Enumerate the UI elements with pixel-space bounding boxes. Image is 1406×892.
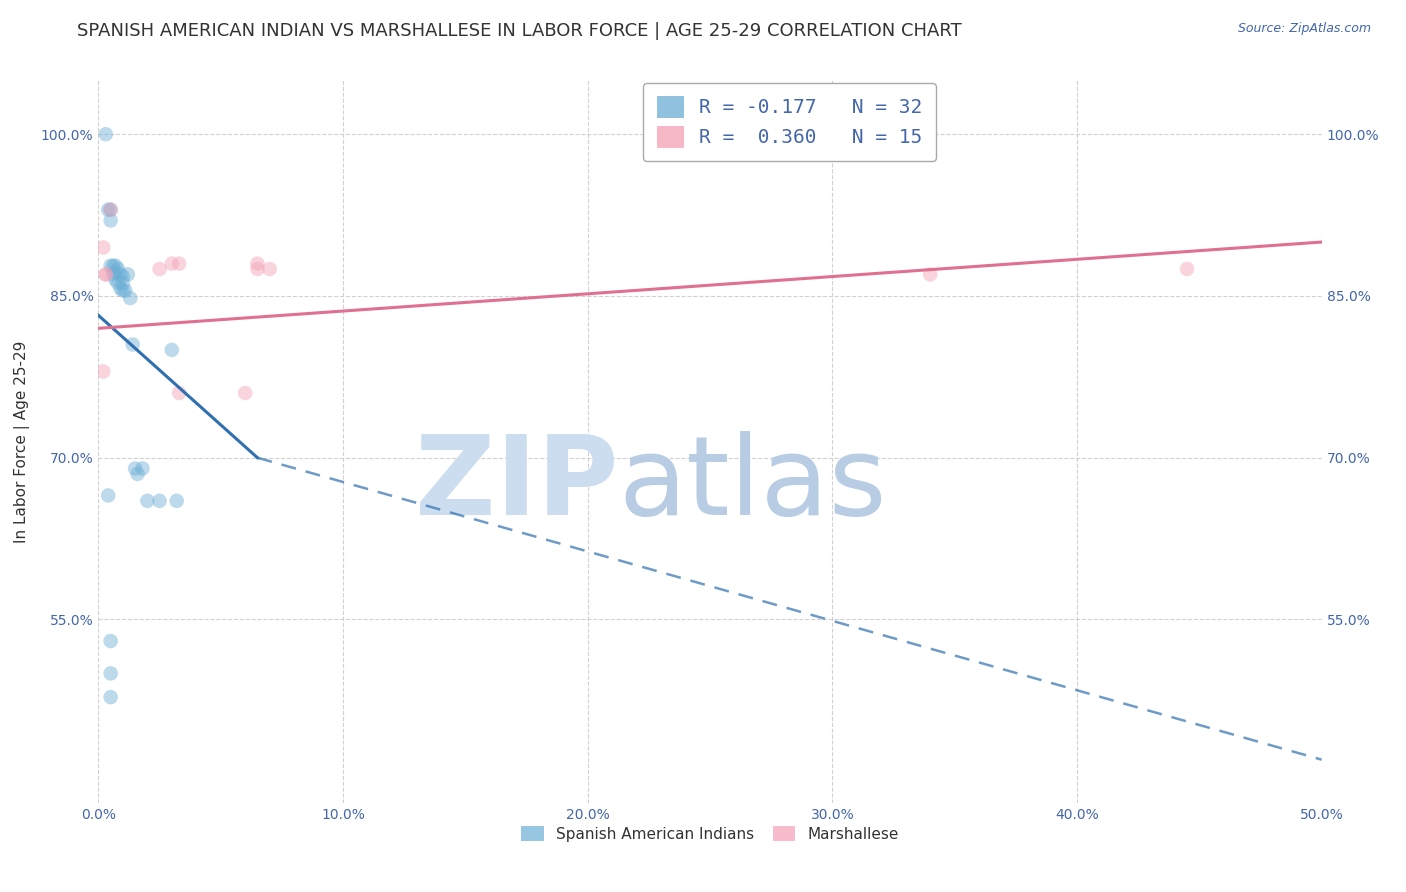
Point xyxy=(131,461,153,475)
Point xyxy=(246,262,269,277)
Y-axis label: In Labor Force | Age 25-29: In Labor Force | Age 25-29 xyxy=(14,341,30,542)
Point xyxy=(100,213,122,227)
Point xyxy=(127,467,149,481)
Point xyxy=(136,493,159,508)
Point xyxy=(94,268,117,282)
Point xyxy=(91,240,114,254)
Point xyxy=(149,493,172,508)
Point xyxy=(97,202,120,217)
Point xyxy=(101,268,124,282)
Point xyxy=(120,291,142,305)
Point xyxy=(107,276,129,290)
Point xyxy=(111,269,134,284)
Point xyxy=(110,268,132,282)
Point xyxy=(100,202,122,217)
Point xyxy=(160,257,183,271)
Text: atlas: atlas xyxy=(619,432,887,539)
Point xyxy=(111,276,134,290)
Point xyxy=(920,268,942,282)
Point xyxy=(124,461,146,475)
Text: SPANISH AMERICAN INDIAN VS MARSHALLESE IN LABOR FORCE | AGE 25-29 CORRELATION CH: SPANISH AMERICAN INDIAN VS MARSHALLESE I… xyxy=(77,22,962,40)
Point xyxy=(167,386,190,401)
Text: Source: ZipAtlas.com: Source: ZipAtlas.com xyxy=(1237,22,1371,36)
Point xyxy=(97,488,120,502)
Point xyxy=(246,257,269,271)
Point xyxy=(117,268,139,282)
Point xyxy=(91,364,114,378)
Point xyxy=(259,262,281,277)
Point xyxy=(94,127,117,141)
Point xyxy=(104,273,127,287)
Point xyxy=(114,284,136,298)
Point xyxy=(100,202,122,217)
Point xyxy=(160,343,183,357)
Point xyxy=(121,337,143,351)
Point xyxy=(100,666,122,681)
Point xyxy=(111,284,134,298)
Point xyxy=(167,257,190,271)
Point xyxy=(100,259,122,273)
Text: ZIP: ZIP xyxy=(415,432,619,539)
Point xyxy=(1175,262,1198,277)
Point xyxy=(100,634,122,648)
Point xyxy=(233,386,256,401)
Point xyxy=(110,281,132,295)
Point xyxy=(101,259,124,273)
Point xyxy=(166,493,188,508)
Point xyxy=(149,262,172,277)
Point xyxy=(104,265,127,279)
Point xyxy=(100,690,122,705)
Point xyxy=(107,262,129,277)
Legend: Spanish American Indians, Marshallese: Spanish American Indians, Marshallese xyxy=(513,818,907,849)
Point xyxy=(94,268,117,282)
Point xyxy=(104,259,127,273)
